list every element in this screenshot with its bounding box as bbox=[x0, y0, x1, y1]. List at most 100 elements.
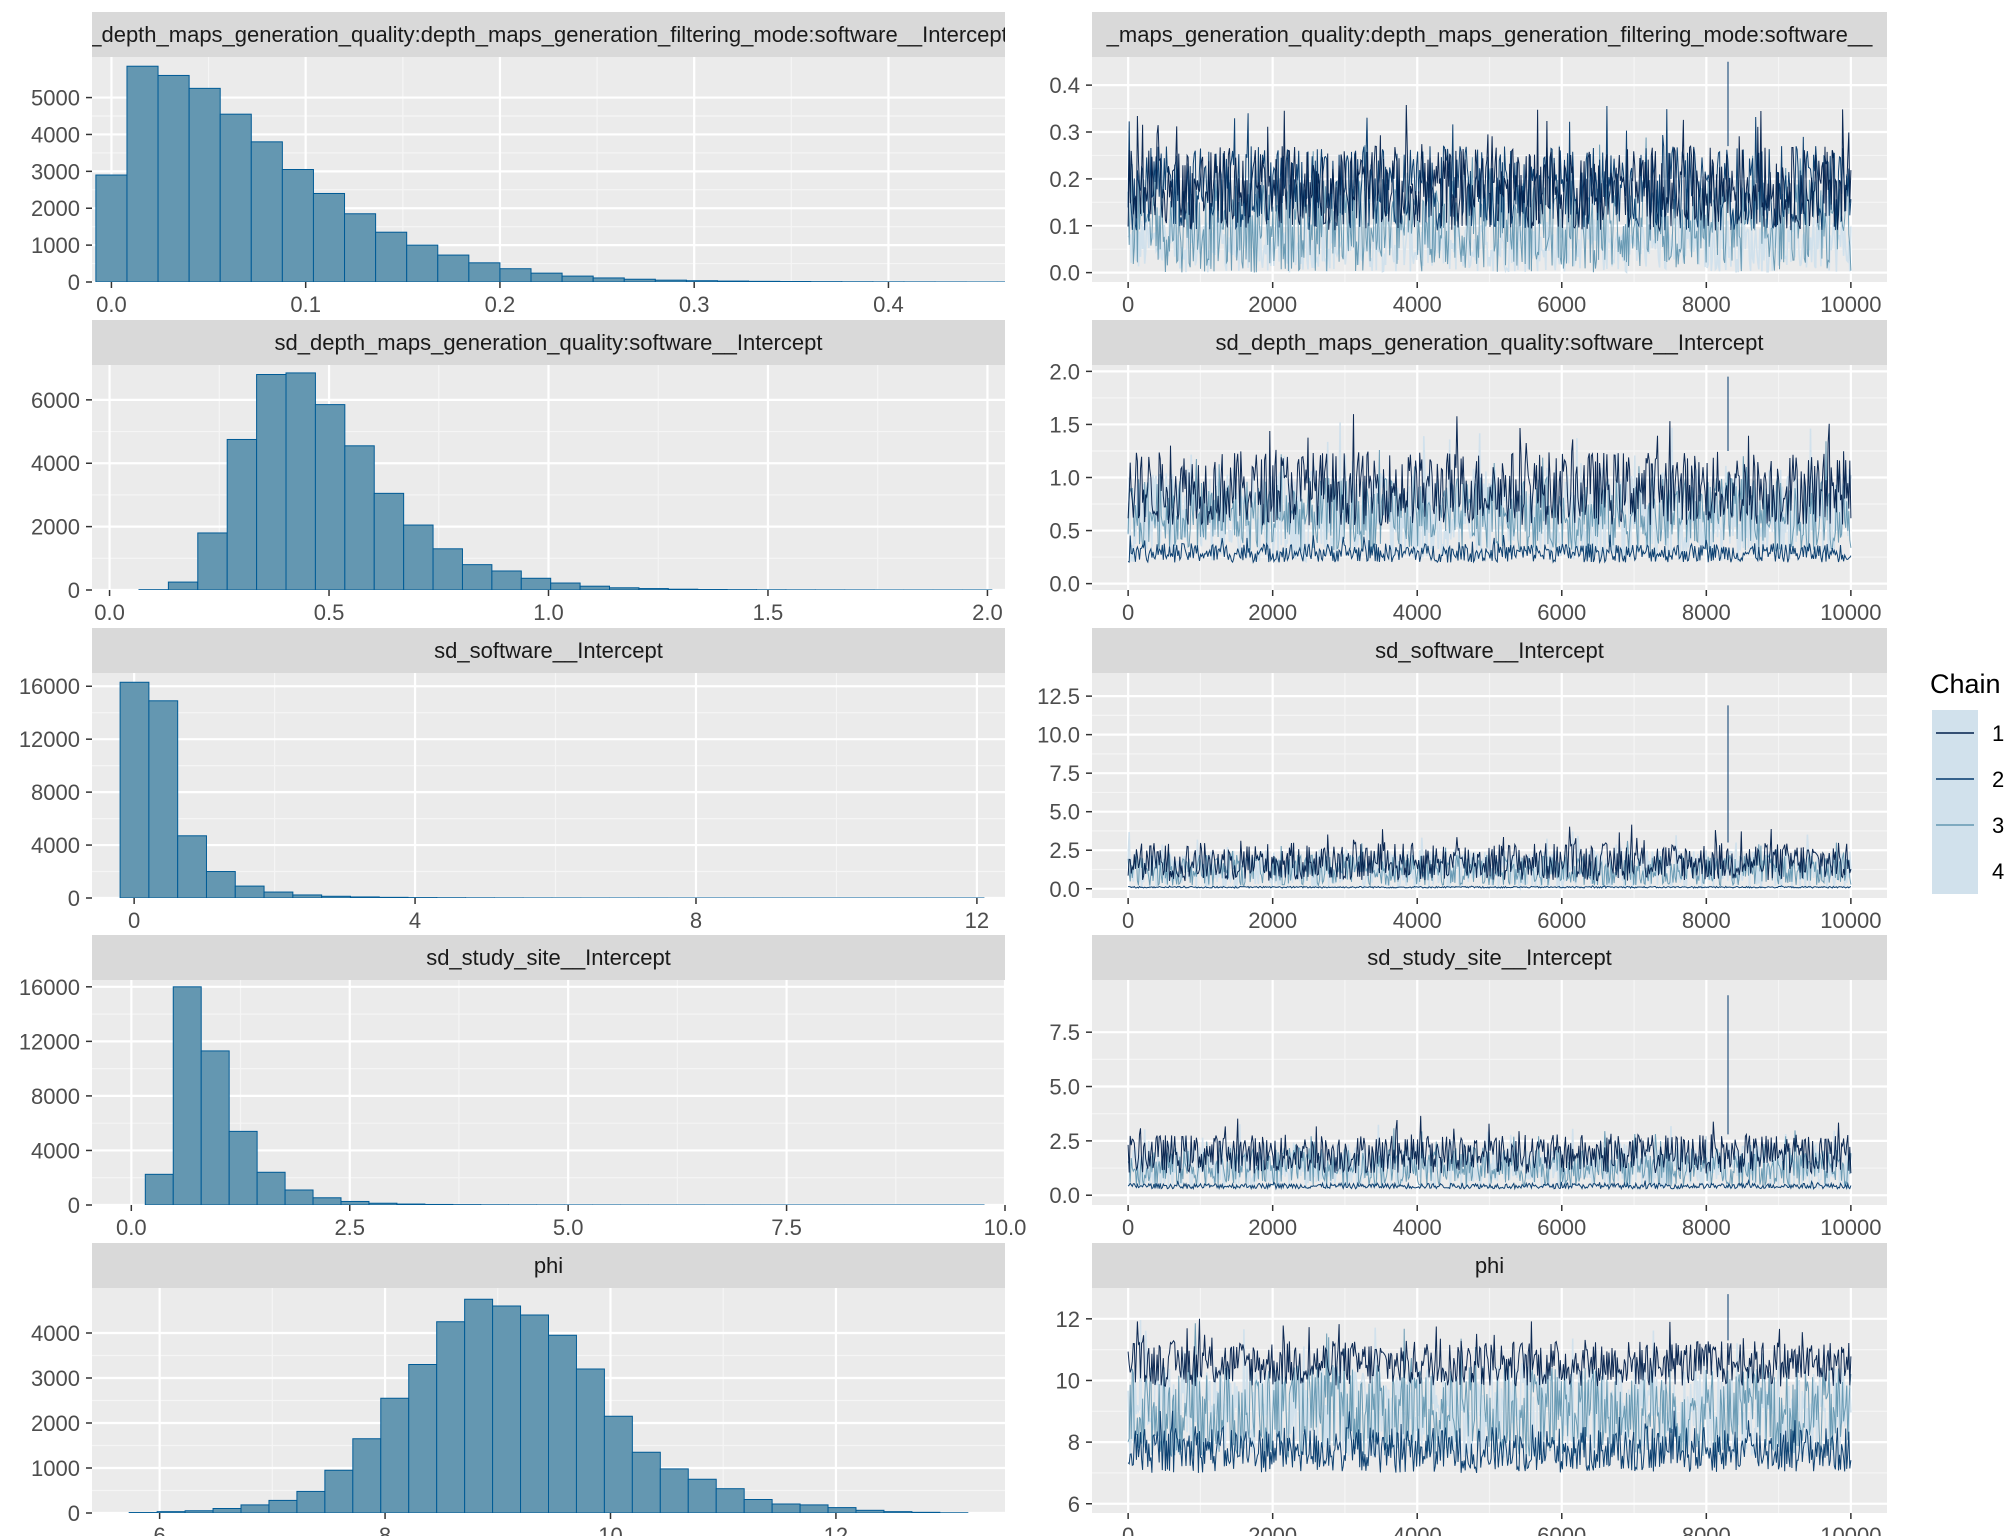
histogram-panel-3: sd_software__Intercept 0 4 8 12 0 4000 8000 1200… bbox=[19, 628, 1005, 933]
histogram-bar bbox=[432, 548, 463, 590]
y-tick-label: 6000 bbox=[31, 388, 80, 413]
panel-background bbox=[92, 673, 1005, 898]
x-tick-label: 8000 bbox=[1682, 1215, 1731, 1240]
legend-label-3: 3 bbox=[1992, 813, 2004, 838]
trace-chain-1 bbox=[1127, 104, 1852, 233]
histogram-bar bbox=[520, 577, 552, 590]
y-tick-label: 0 bbox=[68, 1193, 80, 1218]
y-tick-label: 5.0 bbox=[1049, 1075, 1080, 1100]
panel-title: _depth_maps_generation_quality:depth_map… bbox=[88, 22, 1008, 47]
histogram-bar bbox=[499, 268, 532, 282]
y-tick-label: 3000 bbox=[31, 1366, 80, 1391]
y-tick-label: 6 bbox=[1068, 1492, 1080, 1517]
x-tick-label: 2000 bbox=[1248, 1523, 1297, 1536]
histogram-bar bbox=[256, 1171, 286, 1205]
data-layer bbox=[1127, 61, 1852, 274]
y-tick-label: 1000 bbox=[31, 1456, 80, 1481]
y-tick-label: 3000 bbox=[31, 159, 80, 184]
y-tick-label: 10.0 bbox=[1037, 723, 1080, 748]
histogram-bar bbox=[285, 372, 316, 590]
panel-title: sd_study_site__Intercept bbox=[1367, 945, 1612, 970]
histogram-bar bbox=[592, 277, 625, 282]
x-tick-label: 6000 bbox=[1537, 908, 1586, 933]
x-tick-label: 10 bbox=[598, 1523, 622, 1536]
panel-title: phi bbox=[1475, 1253, 1504, 1278]
panel-title: sd_depth_maps_generation_quality:softwar… bbox=[1216, 330, 1764, 355]
histogram-bar bbox=[771, 1503, 801, 1513]
y-tick-label: 5000 bbox=[31, 86, 80, 111]
x-tick-label: 0 bbox=[1122, 1215, 1134, 1240]
histogram-bar bbox=[228, 1130, 258, 1205]
x-tick-label: 6000 bbox=[1537, 600, 1586, 625]
histogram-bar bbox=[654, 279, 687, 282]
trace-panel-5: phi 0 2000 4000 6000 8000 10000 6 8 10 12 bbox=[1056, 1243, 1887, 1536]
y-tick-label: 1000 bbox=[31, 233, 80, 258]
y-tick-label: 1.0 bbox=[1049, 466, 1080, 491]
y-tick-label: 7.5 bbox=[1049, 761, 1080, 786]
y-tick-label: 5.0 bbox=[1049, 800, 1080, 825]
histogram-bar bbox=[219, 113, 252, 282]
x-tick-label: 2000 bbox=[1248, 292, 1297, 317]
x-tick-label: 10000 bbox=[1820, 908, 1881, 933]
x-tick-label: 5.0 bbox=[553, 1215, 584, 1240]
trace-panel-2: sd_depth_maps_generation_quality:softwar… bbox=[1049, 320, 1887, 625]
x-tick-label: 8 bbox=[690, 908, 702, 933]
x-tick-label: 2.0 bbox=[972, 600, 1003, 625]
histogram-bar bbox=[250, 141, 283, 282]
histogram-bar bbox=[177, 835, 207, 898]
histogram-bar bbox=[340, 1200, 370, 1205]
histogram-panel-1: _depth_maps_generation_quality:depth_map… bbox=[31, 12, 1008, 317]
legend-title: Chain bbox=[1930, 669, 2001, 699]
data-layer bbox=[1127, 376, 1852, 565]
y-tick-label: 2.5 bbox=[1049, 838, 1080, 863]
data-layer bbox=[95, 65, 1005, 282]
panel-strip bbox=[92, 320, 1005, 365]
data-layer bbox=[1127, 1294, 1852, 1473]
histogram-bar bbox=[167, 581, 199, 590]
panel-title: phi bbox=[534, 1253, 563, 1278]
x-tick-label: 0 bbox=[1122, 600, 1134, 625]
x-tick-label: 6000 bbox=[1537, 292, 1586, 317]
histogram-bar bbox=[172, 986, 202, 1205]
y-tick-label: 8 bbox=[1068, 1430, 1080, 1455]
histogram-bar bbox=[188, 87, 221, 282]
x-tick-label: 0.0 bbox=[96, 292, 127, 317]
histogram-bar bbox=[126, 65, 159, 282]
x-tick-label: 6000 bbox=[1537, 1523, 1586, 1536]
histogram-bar bbox=[344, 213, 377, 282]
histogram-bar bbox=[548, 1334, 577, 1513]
trace-chain-1 bbox=[1127, 414, 1852, 526]
y-tick-label: 0.0 bbox=[1049, 1183, 1080, 1208]
panel-title: sd_study_site__Intercept bbox=[426, 945, 671, 970]
y-tick-label: 7.5 bbox=[1049, 1020, 1080, 1045]
trace-chain-3 bbox=[1127, 1128, 1852, 1188]
data-layer bbox=[119, 681, 985, 898]
x-tick-label: 7.5 bbox=[771, 1215, 802, 1240]
y-tick-label: 0.3 bbox=[1049, 120, 1080, 145]
x-tick-label: 1.0 bbox=[533, 600, 564, 625]
x-tick-label: 8000 bbox=[1682, 292, 1731, 317]
chain-legend: Chain 1 2 3 4 bbox=[1930, 669, 2004, 894]
trace-chain-1 bbox=[1127, 1115, 1852, 1175]
x-tick-label: 2000 bbox=[1248, 1215, 1297, 1240]
histogram-bar bbox=[631, 1451, 661, 1513]
histogram-bar bbox=[256, 374, 287, 590]
panel-strip bbox=[92, 1243, 1005, 1288]
x-tick-label: 8000 bbox=[1682, 600, 1731, 625]
x-tick-label: 10000 bbox=[1820, 1523, 1881, 1536]
histogram-bar bbox=[799, 1504, 829, 1513]
x-tick-label: 10.0 bbox=[984, 1215, 1027, 1240]
x-tick-label: 0.4 bbox=[873, 292, 904, 317]
histogram-bar bbox=[436, 1321, 466, 1513]
histogram-bar bbox=[623, 278, 656, 282]
histogram-bar bbox=[212, 1508, 242, 1513]
panel-strip bbox=[92, 935, 1005, 980]
y-tick-label: 0.2 bbox=[1049, 167, 1080, 192]
y-tick-label: 16000 bbox=[19, 674, 80, 699]
y-tick-label: 0 bbox=[68, 1501, 80, 1526]
panel-title: sd_depth_maps_generation_quality:softwar… bbox=[275, 330, 823, 355]
data-layer bbox=[1127, 705, 1852, 892]
x-tick-label: 1.5 bbox=[753, 600, 784, 625]
histogram-bar bbox=[855, 1509, 885, 1513]
